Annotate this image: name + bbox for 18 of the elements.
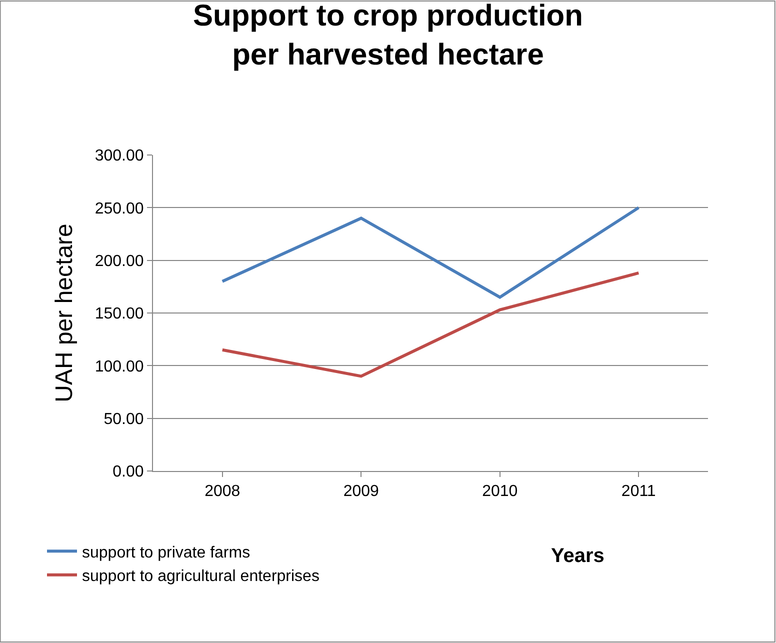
y-tick-label: 50.00 bbox=[104, 410, 144, 428]
x-tick-label: 2009 bbox=[343, 483, 380, 500]
y-axis-title: UAH per hectare bbox=[50, 224, 78, 402]
x-tick-label: 2011 bbox=[621, 483, 656, 500]
legend-label: support to agricultural enterprises bbox=[82, 568, 320, 586]
x-tick-label: 2010 bbox=[482, 483, 518, 500]
x-axis-title: Years bbox=[551, 545, 604, 567]
y-tick-label: 150.00 bbox=[94, 306, 144, 323]
y-tick-label: 200.00 bbox=[94, 252, 144, 270]
y-tick-label: 100.00 bbox=[94, 358, 144, 376]
y-tick-label: 0.00 bbox=[112, 464, 144, 481]
legend-label: support to private farms bbox=[82, 544, 250, 562]
chart-title: Support to crop production per harvested hectare bbox=[193, 0, 583, 72]
x-tick-label: 2008 bbox=[204, 483, 240, 500]
line-series bbox=[220, 271, 640, 378]
y-tick-label: 250.00 bbox=[94, 200, 144, 218]
y-tick-label: 300.00 bbox=[94, 148, 144, 165]
line-series bbox=[220, 206, 640, 299]
